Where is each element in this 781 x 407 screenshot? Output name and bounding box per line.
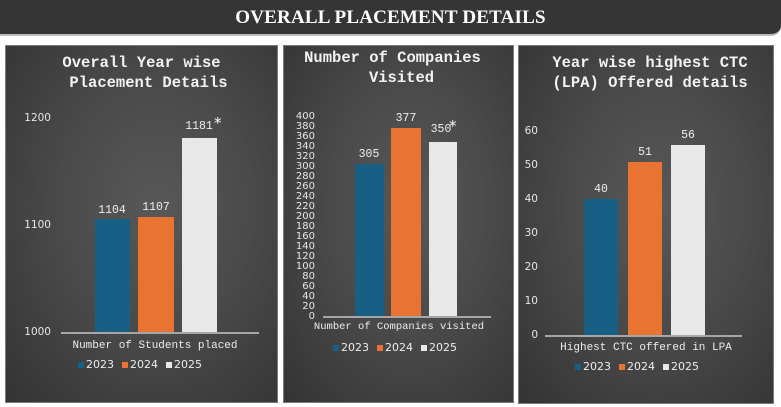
x-axis-label: Highest CTC offered in LPA — [560, 342, 732, 354]
chart-title-line-2: (LPA) Offered details — [552, 74, 748, 92]
bar-2025[interactable] — [429, 142, 457, 316]
chart-panel-companies-visited: Number of Companies Visited 400 380 360 … — [283, 45, 514, 403]
y-tick: 20 — [524, 261, 538, 273]
bar-value-label: 305 — [358, 148, 380, 161]
chart-legend: 2023 2024 2025 — [575, 361, 699, 373]
y-tick: 280 — [295, 171, 315, 182]
x-axis-line — [323, 316, 491, 318]
chart-title-line-2: Placement Details — [69, 74, 228, 92]
y-tick: 160 — [295, 231, 315, 242]
legend-item-2025[interactable]: 2025 — [421, 342, 457, 354]
legend-item-2025[interactable]: 2025 — [663, 361, 699, 373]
y-tick: 240 — [295, 191, 315, 202]
y-tick: 60 — [524, 125, 538, 137]
chart-title: Overall Year wise Placement Details — [5, 53, 278, 93]
y-tick: 30 — [524, 227, 538, 239]
chart-title-line-1: Overall Year wise — [62, 54, 221, 72]
y-tick: 10 — [524, 295, 538, 307]
y-tick: 100 — [295, 261, 315, 272]
bar-2023[interactable] — [95, 219, 130, 332]
bar-2024[interactable] — [628, 162, 662, 335]
y-tick: 0 — [531, 329, 538, 341]
legend-swatch-icon — [166, 362, 172, 368]
asterisk-annotation: * — [214, 114, 222, 132]
bar-value-label: 1104 — [98, 204, 126, 217]
bar-2025[interactable] — [671, 145, 705, 335]
asterisk-annotation: * — [449, 117, 457, 135]
chart-title-line-1: Year wise highest CTC — [552, 54, 748, 72]
y-tick: 1200 — [24, 112, 51, 124]
y-tick: 0 — [308, 311, 315, 322]
bar-2023[interactable] — [584, 199, 618, 335]
y-tick: 260 — [295, 181, 315, 192]
chart-title: Number of Companies Visited — [283, 48, 514, 88]
legend-item-2023[interactable]: 2023 — [78, 359, 114, 371]
legend-swatch-icon — [122, 362, 128, 368]
y-tick: 320 — [295, 151, 315, 162]
legend-item-2024[interactable]: 2024 — [619, 361, 655, 373]
bar-2024[interactable] — [138, 217, 174, 332]
y-tick: 1100 — [24, 219, 51, 231]
legend-swatch-icon — [333, 345, 339, 351]
y-tick: 1000 — [24, 326, 51, 338]
y-tick: 340 — [295, 141, 315, 152]
page-title: OVERALL PLACEMENT DETAILS — [235, 7, 546, 28]
chart-title: Year wise highest CTC (LPA) Offered deta… — [518, 53, 774, 93]
bar-value-label: 1107 — [142, 201, 170, 214]
legend-item-2023[interactable]: 2023 — [575, 361, 611, 373]
legend-item-2024[interactable]: 2024 — [122, 359, 158, 371]
y-tick: 20 — [302, 301, 315, 312]
y-tick: 50 — [524, 159, 538, 171]
y-tick: 220 — [295, 201, 315, 212]
y-tick: 180 — [295, 221, 315, 232]
y-tick: 300 — [295, 161, 315, 172]
y-tick: 380 — [295, 121, 315, 132]
bar-value-label: 1181 — [185, 120, 213, 133]
bar-2023[interactable] — [355, 164, 384, 316]
bar-value-label: 56 — [681, 129, 695, 142]
bar-value-label: 40 — [594, 183, 608, 196]
x-axis-line — [61, 332, 259, 334]
chart-legend: 2023 2024 2025 — [333, 342, 457, 354]
bar-2024[interactable] — [391, 128, 421, 316]
legend-item-2025[interactable]: 2025 — [166, 359, 202, 371]
bar-2025[interactable] — [182, 138, 217, 332]
y-tick: 60 — [302, 281, 315, 292]
y-tick: 120 — [295, 251, 315, 262]
y-tick: 40 — [524, 193, 538, 205]
legend-swatch-icon — [421, 345, 427, 351]
x-axis-label: Number of Students placed — [72, 340, 238, 352]
y-tick: 80 — [302, 271, 315, 282]
legend-swatch-icon — [78, 362, 84, 368]
legend-item-2024[interactable]: 2024 — [377, 342, 413, 354]
chart-panel-students-placed: Overall Year wise Placement Details 1200… — [5, 45, 278, 403]
legend-item-2023[interactable]: 2023 — [333, 342, 369, 354]
bar-value-label: 377 — [395, 112, 417, 125]
legend-swatch-icon — [377, 345, 383, 351]
bar-value-label: 350 — [430, 123, 452, 136]
chart-title-line-2: Visited — [368, 69, 435, 87]
y-tick: 40 — [302, 291, 315, 302]
legend-swatch-icon — [663, 364, 669, 370]
x-axis-line — [545, 335, 742, 337]
y-tick: 360 — [295, 131, 315, 142]
x-axis-label: Number of Companies visited — [313, 321, 485, 333]
chart-title-line-1: Number of Companies — [304, 49, 481, 67]
chart-legend: 2023 2024 2025 — [78, 359, 202, 371]
legend-swatch-icon — [575, 364, 581, 370]
page-header: OVERALL PLACEMENT DETAILS — [0, 0, 781, 36]
y-tick: 200 — [295, 211, 315, 222]
y-axis-ticks: 400 380 360 340 320 300 280 260 240 220 … — [287, 112, 315, 322]
bar-value-label: 51 — [638, 146, 652, 159]
y-tick: 400 — [295, 111, 315, 122]
legend-swatch-icon — [619, 364, 625, 370]
chart-panel-highest-ctc: Year wise highest CTC (LPA) Offered deta… — [518, 45, 774, 404]
y-tick: 140 — [295, 241, 315, 252]
